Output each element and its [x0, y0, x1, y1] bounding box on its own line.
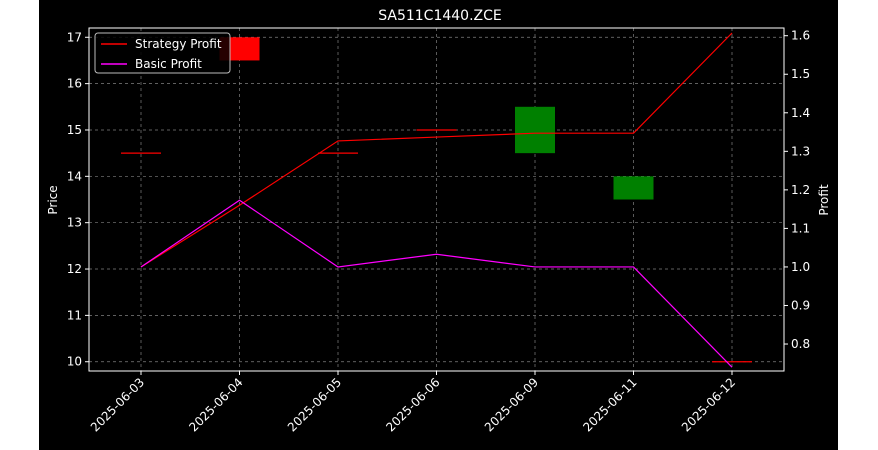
- legend: Strategy Profit Basic Profit: [94, 32, 231, 74]
- left-price-axis: 10 11 12 13 14 15 16 17: [67, 30, 89, 369]
- left-axis-label: Price: [46, 185, 60, 214]
- left-axis-tick-label: 10: [67, 355, 82, 369]
- right-axis-label: Profit: [817, 184, 831, 216]
- left-axis-tick-label: 11: [67, 308, 82, 322]
- left-axis-tick-label: 15: [67, 123, 82, 137]
- profit-lines-layer: [140, 32, 733, 368]
- left-axis-tick-label: 12: [67, 262, 82, 276]
- left-axis-tick-label: 13: [67, 216, 82, 230]
- right-axis-tick-label: 0.9: [791, 298, 810, 312]
- right-axis-tick-label: 1.0: [791, 260, 810, 274]
- series-line-strategy-profit: [140, 32, 733, 268]
- series-line-basic-profit: [140, 199, 733, 368]
- candle: [515, 106, 555, 154]
- candle: [613, 176, 654, 200]
- right-axis-tick-label: 1.1: [791, 221, 810, 235]
- legend-label: Basic Profit: [135, 57, 202, 71]
- right-axis-tick-label: 1.2: [791, 183, 810, 197]
- right-axis-tick-label: 1.6: [791, 29, 810, 43]
- legend-box: [94, 32, 231, 74]
- chart-background: [39, 0, 838, 450]
- right-profit-axis: 0.8 0.9 1.0 1.1 1.2 1.3 1.4 1.5 1.6: [784, 29, 810, 351]
- left-axis-tick-label: 14: [67, 169, 82, 183]
- right-axis-tick-label: 1.3: [791, 144, 810, 158]
- chart-title: SA511C1440.ZCE: [378, 8, 502, 24]
- right-axis-tick-label: 1.4: [791, 106, 810, 120]
- right-axis-tick-label: 0.8: [791, 337, 810, 351]
- left-axis-tick-label: 17: [67, 30, 82, 44]
- right-axis-tick-label: 1.5: [791, 67, 810, 81]
- left-axis-tick-label: 16: [67, 77, 82, 91]
- legend-label: Strategy Profit: [135, 37, 222, 51]
